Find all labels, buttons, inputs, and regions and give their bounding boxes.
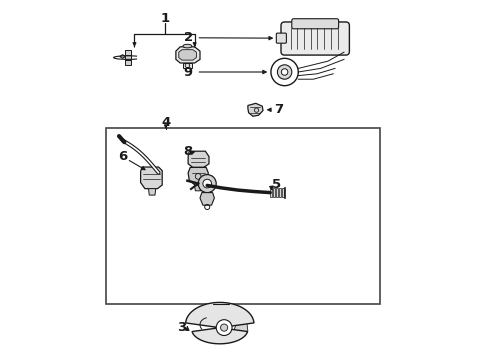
Polygon shape [279,188,281,197]
Polygon shape [188,167,208,185]
Polygon shape [120,55,125,58]
Text: 6: 6 [118,150,127,163]
Circle shape [198,175,216,193]
FancyBboxPatch shape [276,33,286,43]
Circle shape [203,179,212,188]
Text: 9: 9 [184,66,193,78]
Circle shape [216,320,232,336]
Polygon shape [248,103,263,116]
Text: 2: 2 [184,31,193,44]
Text: 8: 8 [183,145,192,158]
Polygon shape [183,63,192,68]
Circle shape [220,324,228,331]
Polygon shape [186,302,254,344]
Polygon shape [176,47,200,63]
Polygon shape [276,188,278,197]
Polygon shape [125,55,131,60]
Text: 4: 4 [161,116,171,129]
Polygon shape [141,167,162,189]
Text: 1: 1 [161,12,170,24]
Circle shape [277,65,292,79]
Polygon shape [188,151,209,167]
Polygon shape [179,50,196,60]
Polygon shape [234,320,248,333]
Polygon shape [200,193,215,205]
Polygon shape [270,188,272,197]
Ellipse shape [183,44,192,48]
FancyBboxPatch shape [292,19,339,29]
Text: 5: 5 [272,178,281,191]
Text: 3: 3 [176,321,186,334]
Polygon shape [273,188,275,197]
Polygon shape [195,185,202,191]
FancyBboxPatch shape [281,22,349,55]
Polygon shape [148,189,156,195]
Bar [106,128,380,304]
Polygon shape [125,60,131,65]
Circle shape [281,69,288,75]
Text: 7: 7 [274,103,283,116]
Polygon shape [282,188,284,197]
Polygon shape [125,50,131,55]
